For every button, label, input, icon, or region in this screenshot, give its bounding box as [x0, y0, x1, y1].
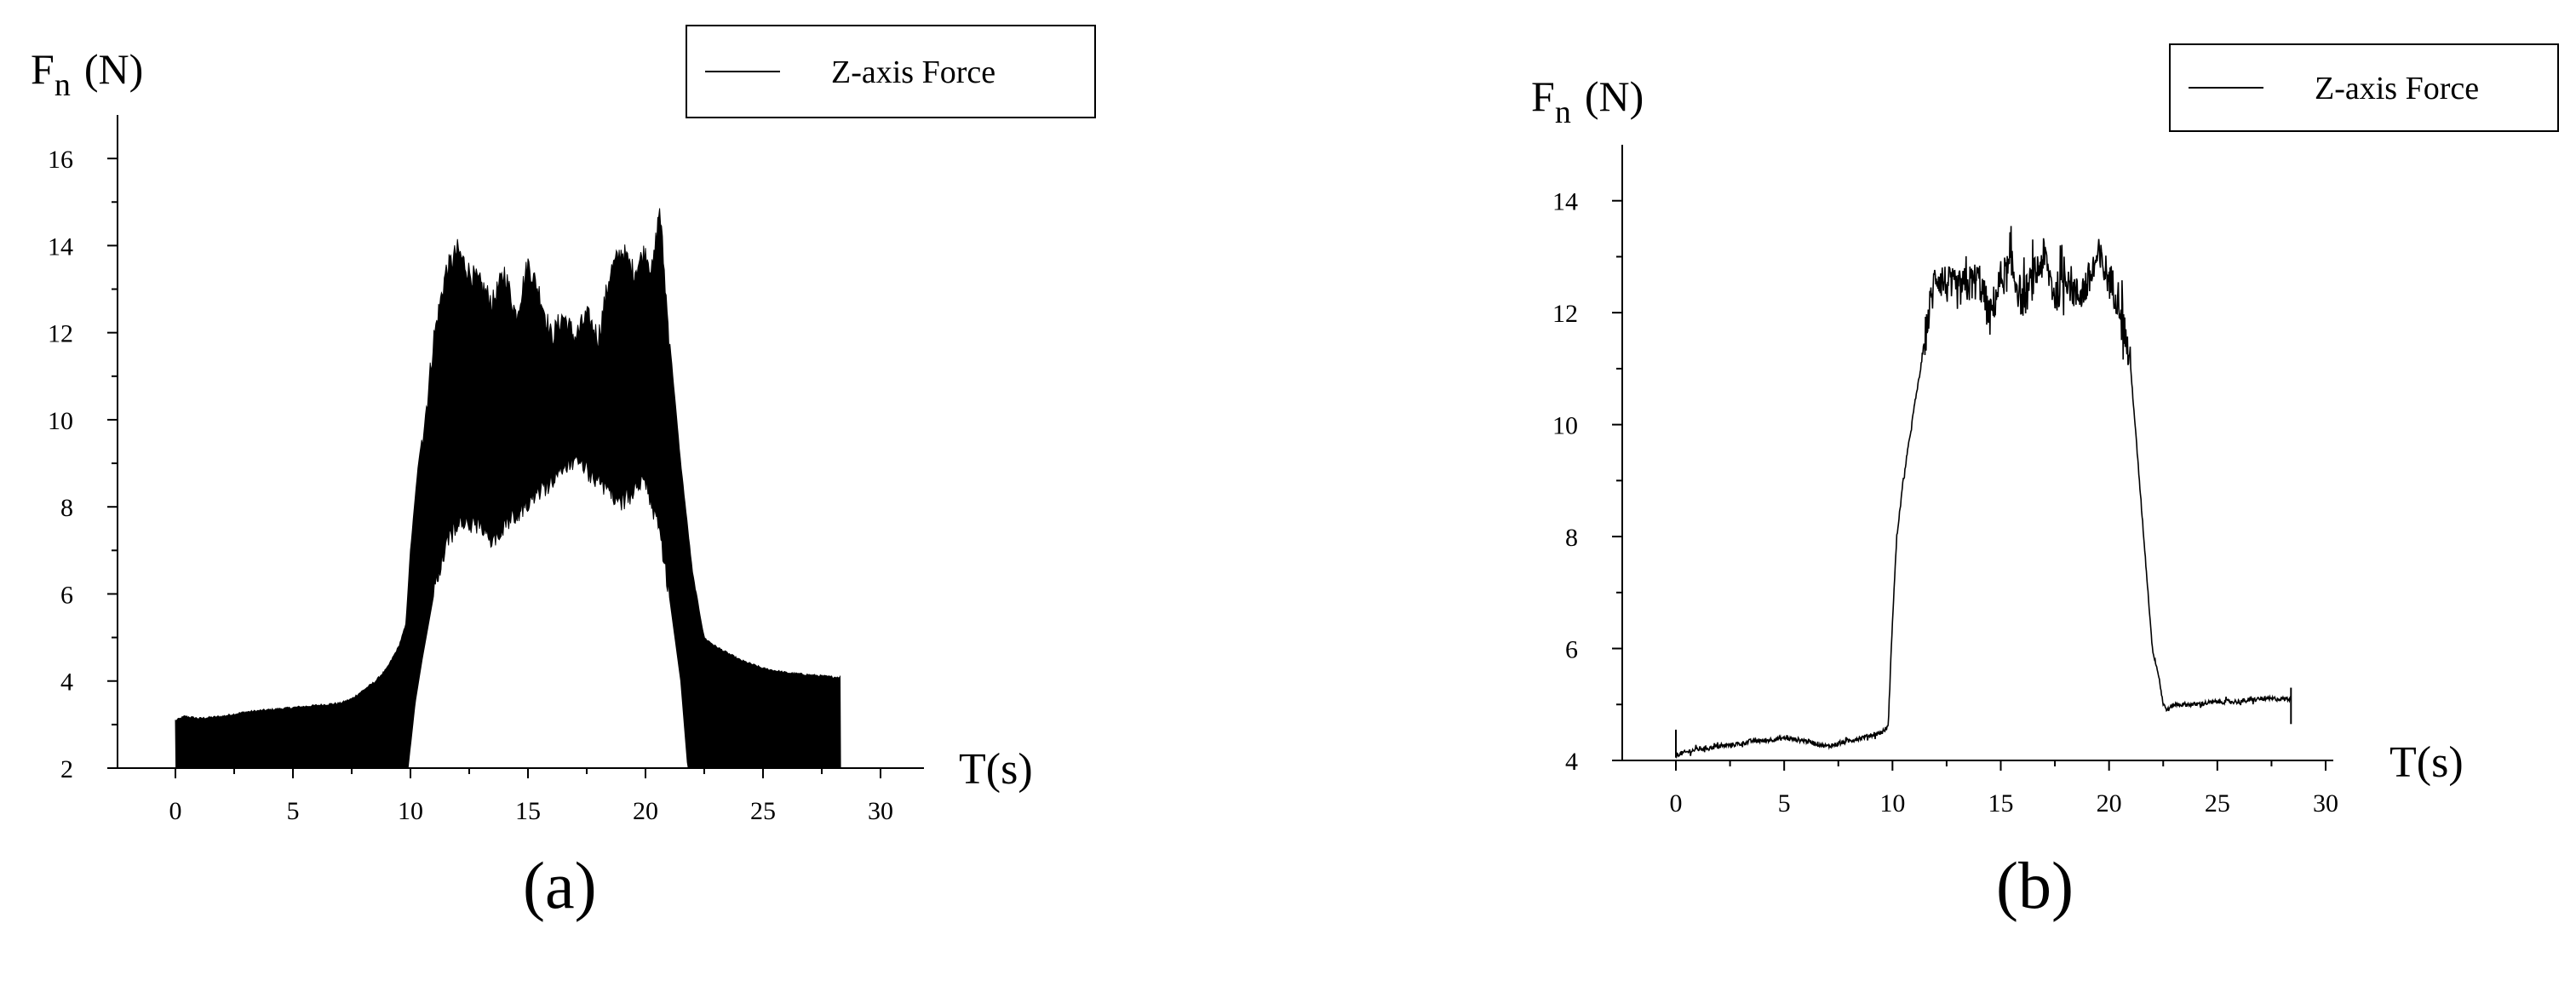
panel-label-b: (b)	[1996, 848, 2074, 922]
y-axis-label: Fn (N)	[31, 45, 143, 103]
x-tick-label: 30	[868, 797, 893, 825]
y-axis-label: Fn (N)	[1531, 72, 1644, 130]
legend-label: Z-axis Force	[831, 54, 995, 90]
x-tick-label: 10	[1879, 789, 1905, 818]
x-tick-label: 0	[1670, 789, 1683, 818]
y-tick-label: 10	[48, 407, 73, 435]
y-tick-label: 14	[1552, 188, 1578, 216]
chart-panel-a: 2 4 6 8 10 12 14 16 0 5 10 15 20 25 30 Fn (N) T(s) Z-axis …	[31, 25, 1096, 825]
y-tick-label: 2	[60, 755, 73, 783]
y-tick-label: 8	[1565, 524, 1578, 552]
y-tick-label: 12	[1552, 300, 1578, 328]
series-z-axis-force	[175, 208, 841, 769]
series-z-axis-force	[1675, 226, 2292, 760]
y-tick-label: 10	[1552, 412, 1578, 440]
x-tick-label: 15	[1988, 789, 2014, 818]
chart-panel-b: 4 6 8 10 12 14 0 5 10 15 20 25 30 Fn (N) T(s) Z-axis For…	[1531, 43, 2559, 818]
y-tick-label: 16	[48, 146, 73, 174]
x-tick-label: 20	[2097, 789, 2122, 818]
y-tick-label: 8	[60, 494, 73, 522]
x-tick-label: 10	[398, 797, 423, 825]
y-tick-label: 6	[60, 581, 73, 609]
y-tick-label: 14	[48, 232, 73, 261]
x-tick-label: 25	[750, 797, 776, 825]
x-tick-label: 25	[2205, 789, 2230, 818]
x-tick-label: 30	[2313, 789, 2338, 818]
x-tick-label: 15	[515, 797, 541, 825]
y-tick-label: 12	[48, 320, 73, 348]
panel-label-a: (a)	[523, 848, 597, 922]
y-tick-label: 4	[60, 668, 73, 697]
y-tick-label: 6	[1565, 636, 1578, 664]
legend-label: Z-axis Force	[2315, 71, 2479, 106]
x-tick-label: 0	[169, 797, 182, 825]
x-tick-label: 5	[287, 797, 300, 825]
x-tick-label: 5	[1778, 789, 1791, 818]
y-tick-label: 4	[1565, 748, 1578, 776]
x-tick-label: 20	[633, 797, 658, 825]
x-axis-label: T(s)	[2390, 738, 2464, 787]
x-axis-label: T(s)	[959, 745, 1033, 794]
